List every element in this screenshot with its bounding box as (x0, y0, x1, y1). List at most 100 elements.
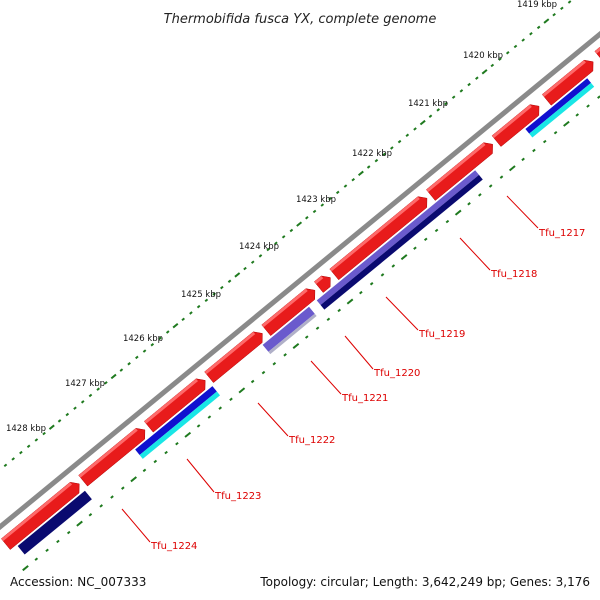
gene-block[interactable] (329, 196, 428, 281)
feature-track (17, 78, 595, 555)
inner-tick (88, 513, 93, 517)
kbp-tick (312, 209, 317, 214)
gene-block-highlight (492, 104, 532, 139)
inner-tick (218, 406, 222, 410)
gene-label[interactable]: Tfu_1217 (538, 228, 585, 239)
inner-tick (359, 290, 363, 295)
kbp-tick (19, 450, 23, 455)
inner-tick (337, 308, 342, 313)
kbp-tick (444, 101, 448, 106)
kbp-label: 1421 kbp (408, 99, 448, 109)
inner-tick (34, 557, 39, 561)
kbp-tick (328, 197, 332, 201)
kbp-label: 1420 kbp (463, 51, 503, 61)
kbp-tick (351, 177, 355, 182)
feature-band-navy (17, 490, 92, 555)
inner-tick (532, 148, 536, 153)
inner-tick (130, 476, 137, 483)
gene-block[interactable] (541, 59, 594, 106)
inner-tick (99, 504, 103, 508)
inner-tick (553, 130, 558, 135)
gene-block-highlight (426, 142, 486, 192)
inner-tick (207, 415, 212, 419)
feature-band-cyan (529, 82, 595, 138)
inner-tick (304, 335, 309, 339)
gene-label[interactable]: Tfu_1218 (490, 269, 537, 280)
kbp-tick (204, 298, 209, 303)
kbp-tick (467, 82, 471, 87)
accession-label: Accession: NC_007333 (10, 575, 146, 589)
kbp-tick (289, 228, 294, 233)
kbp-tick (11, 457, 15, 461)
kbp-tick (142, 349, 147, 353)
kbp-tick (543, 18, 550, 24)
kbp-tick (305, 216, 309, 220)
kbp-tick (119, 368, 124, 372)
kbp-tick (150, 342, 155, 347)
kbp-tick (529, 31, 533, 36)
kbp-tick-track (3, 0, 572, 468)
gene-leader-lines (121, 195, 539, 543)
kbp-tick (48, 424, 55, 430)
kbp-tick (281, 235, 286, 239)
inner-tick (413, 246, 417, 250)
kbp-tick (3, 463, 8, 468)
kbp-tick (127, 362, 131, 366)
kbp-tick (189, 311, 193, 315)
kbp-label-track: 1419 kbp 1420 kbp 1421 kbp 1422 kbp 1423 kbp… (6, 0, 557, 434)
kbp-tick (567, 0, 572, 4)
gene-block[interactable] (143, 378, 206, 433)
gene-label[interactable]: Tfu_1223 (214, 491, 261, 502)
inner-tick (229, 397, 233, 401)
kbp-tick (513, 44, 518, 49)
gene-block-highlight (204, 331, 256, 375)
kbp-tick (196, 304, 201, 309)
gene-label[interactable]: Tfu_1224 (150, 541, 197, 552)
gene-block[interactable] (204, 331, 263, 383)
kbp-tick (172, 322, 179, 329)
kbp-label: 1422 kbp (352, 149, 392, 159)
gene-leader-line (310, 360, 342, 395)
gene-label[interactable]: Tfu_1222 (288, 435, 335, 446)
inner-tick (121, 486, 125, 490)
gene-label[interactable]: Tfu_1221 (341, 393, 388, 404)
kbp-tick (212, 292, 216, 296)
kbp-tick (96, 387, 100, 391)
inner-tick (184, 431, 192, 438)
gene-track (0, 46, 600, 550)
kbp-tick (135, 355, 139, 360)
kbp-label: 1428 kbp (6, 424, 46, 434)
kbp-tick (428, 114, 433, 118)
kbp-tick (343, 184, 348, 188)
inner-tick (391, 264, 396, 268)
kbp-tick (490, 63, 495, 68)
inner-tick (508, 165, 516, 172)
gene-label[interactable]: Tfu_1219 (418, 329, 465, 340)
inner-tick (400, 254, 408, 261)
gene-block[interactable] (491, 104, 540, 147)
gene-block-highlight (329, 196, 420, 272)
kbp-tick (436, 108, 441, 112)
gene-label-track: Tfu_1217 Tfu_1218 Tfu_1219 Tfu_1220 Tfu_1221… (150, 228, 585, 552)
inner-tick (238, 387, 246, 394)
genome-backbone (0, 30, 600, 531)
inner-tick (66, 530, 71, 535)
kbp-label: 1425 kbp (181, 290, 221, 300)
gene-leader-line (344, 335, 374, 370)
gene-block-highlight (261, 288, 308, 328)
inner-tick (196, 424, 201, 428)
gene-label[interactable]: Tfu_1220 (373, 368, 420, 379)
inner-tick (369, 282, 374, 286)
kbp-tick (34, 438, 39, 442)
kbp-label: 1424 kbp (239, 242, 279, 252)
gene-block-highlight (542, 60, 586, 97)
feature-band-blue (135, 386, 217, 455)
kbp-tick (73, 406, 77, 410)
kbp-tick (158, 336, 162, 341)
kbp-label: 1427 kbp (65, 379, 105, 389)
inner-tick (175, 441, 179, 446)
kbp-tick (266, 247, 270, 252)
gene-leader-line (506, 195, 539, 229)
kbp-tick (80, 400, 85, 404)
